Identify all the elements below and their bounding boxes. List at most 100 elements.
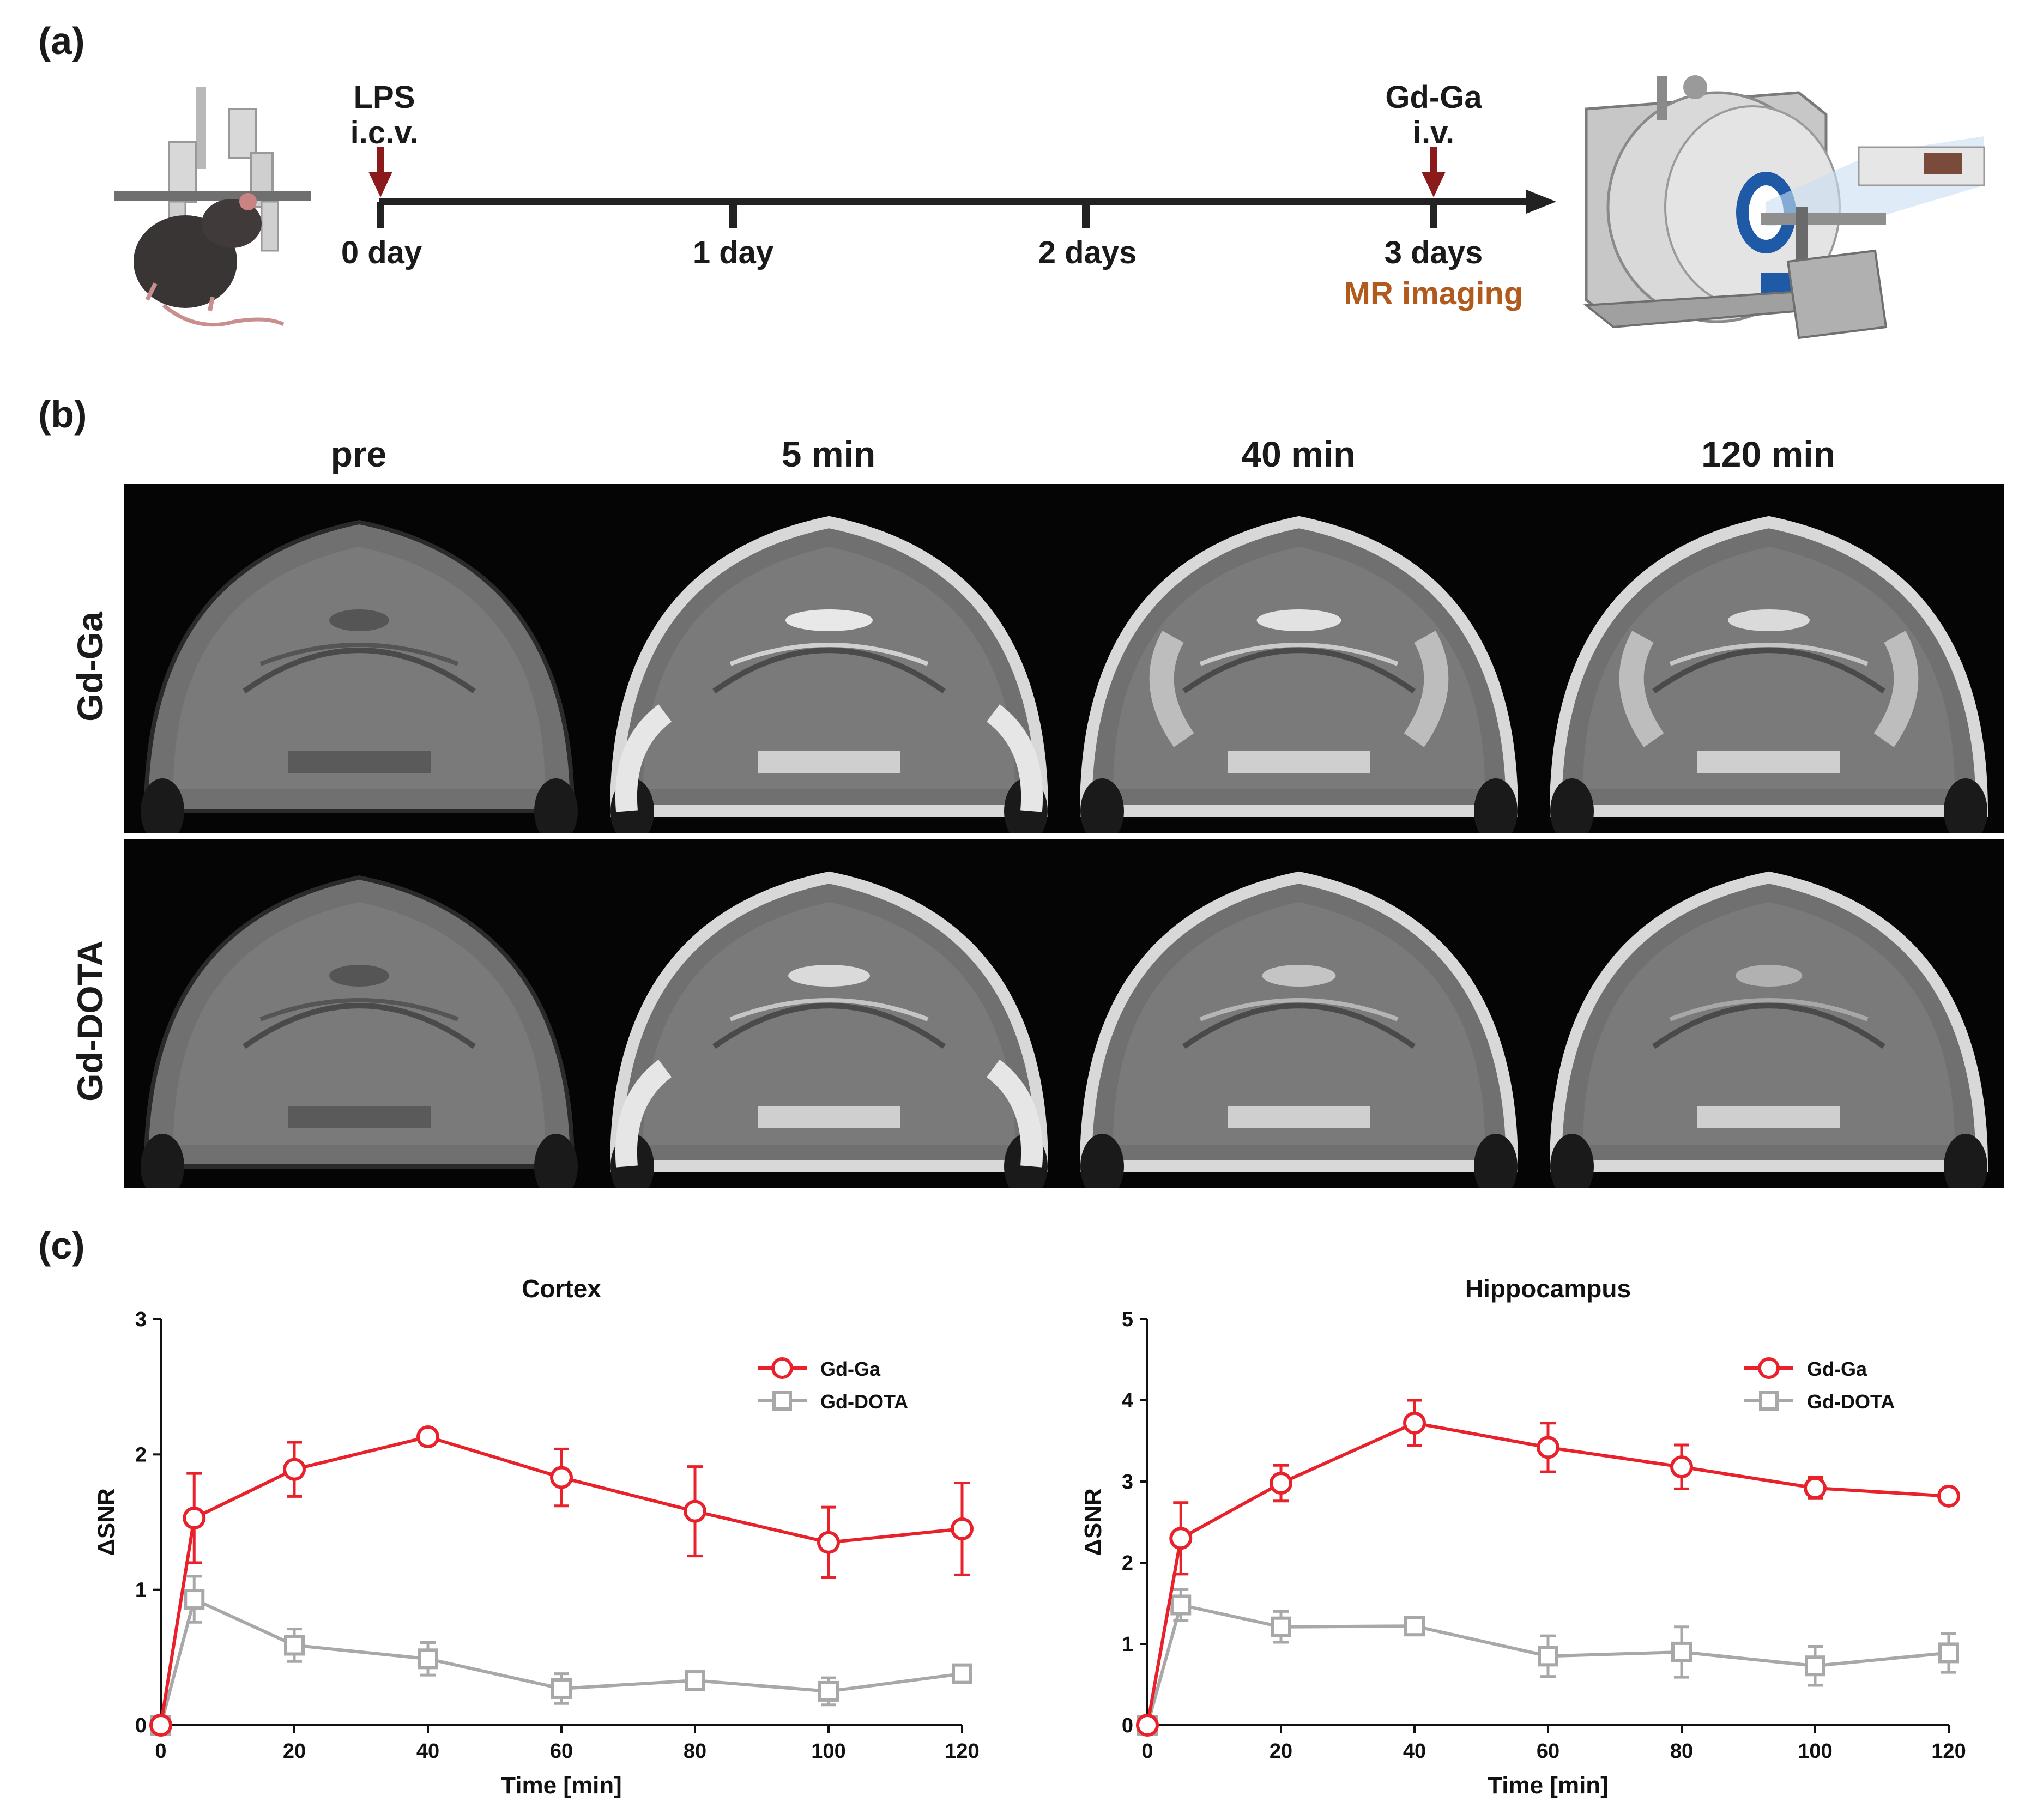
- cortex-y-axis-label: ΔSNR: [93, 1488, 120, 1556]
- cortex-point-gd-dota: [418, 1648, 438, 1670]
- hippocampus-x-tick-label: 40: [1403, 1740, 1426, 1763]
- cortex-point-gd-ga: [684, 1499, 706, 1523]
- cortex-point-gd-dota: [284, 1635, 305, 1656]
- hippocampus-x-axis-label: Time [min]: [1488, 1772, 1609, 1799]
- mouse-stereotaxic-illustration: [114, 87, 311, 327]
- cortex-x-tick-label: 40: [416, 1740, 439, 1763]
- row-header-gddota: Gd-DOTA: [70, 940, 110, 1102]
- cortex-chart: Cortex 0 20 40 60 80 100 120 0 1 2 3 Time [min] ΔSNR G…: [93, 1274, 980, 1799]
- panel-b-label: (b): [38, 393, 87, 436]
- cortex-x-tick-label: 0: [155, 1740, 166, 1763]
- panel-c-label: (c): [38, 1224, 85, 1267]
- hippocampus-y-tick-label: 1: [1122, 1633, 1133, 1656]
- hippocampus-point-gd-dota: [1271, 1616, 1291, 1637]
- mri-slice-gdga-120min: [1534, 484, 2004, 833]
- cortex-point-gd-ga: [183, 1507, 206, 1530]
- column-header-120min: 120 min: [1701, 434, 1835, 474]
- hippocampus-point-gd-dota: [1671, 1641, 1692, 1662]
- cortex-x-tick-label: 80: [684, 1740, 706, 1763]
- hippocampus-y-tick-label: 2: [1122, 1552, 1133, 1575]
- cortex-point-gd-dota: [551, 1678, 572, 1699]
- mri-slice-gddota-40min: [1064, 839, 1534, 1188]
- cortex-x-tick-label: 60: [550, 1740, 573, 1763]
- cortex-point-gd-dota: [818, 1680, 839, 1702]
- event-lps-line2: i.c.v.: [350, 115, 419, 150]
- timeline-arrowhead: [1526, 190, 1556, 214]
- hippocampus-x-tick-label: 0: [1141, 1740, 1153, 1763]
- tick-label-day2: 2 days: [1038, 235, 1137, 270]
- mr-imaging-label: MR imaging: [1344, 276, 1524, 311]
- cortex-point-gd-ga: [817, 1531, 840, 1554]
- cortex-legend-marker-gd-dota: [772, 1391, 792, 1411]
- mri-slice-gddota-5min: [594, 839, 1064, 1188]
- cortex-point-gd-dota: [952, 1663, 972, 1684]
- mri-scanner-illustration: [1583, 75, 1985, 340]
- column-header-pre: pre: [330, 434, 387, 474]
- hippocampus-chart: Hippocampus 0 20 40 60 80 100 120 0 1 2 3 4 5 Time [mi…: [1080, 1274, 1966, 1799]
- cortex-point-gd-dota: [685, 1670, 705, 1691]
- cortex-y-tick-label: 0: [135, 1714, 147, 1737]
- hippocampus-x-tick-label: 60: [1537, 1740, 1559, 1763]
- cortex-line-gd-ga: [159, 1435, 963, 1726]
- tick-label-day0: 0 day: [341, 235, 422, 270]
- event-lps-line1: LPS: [353, 80, 415, 115]
- cortex-legend-marker-gd-ga: [771, 1357, 793, 1379]
- hippocampus-x-tick-label: 20: [1270, 1740, 1292, 1763]
- cortex-point-gd-ga: [149, 1714, 172, 1737]
- cortex-point-gd-ga: [416, 1425, 439, 1449]
- cortex-y-tick-label: 1: [135, 1579, 147, 1602]
- tick-label-day1: 1 day: [692, 235, 774, 270]
- cortex-point-gd-ga: [283, 1458, 306, 1481]
- hippocampus-y-tick-label: 5: [1122, 1308, 1133, 1331]
- hippocampus-point-gd-ga: [1270, 1471, 1292, 1495]
- hippocampus-y-tick-label: 0: [1122, 1714, 1133, 1737]
- event-gdga-line1: Gd-Ga: [1385, 80, 1482, 115]
- lps-injection-arrow: [368, 147, 392, 197]
- cortex-legend-label-gd-ga: Gd-Ga: [820, 1358, 881, 1380]
- hippocampus-legend-label-gd-ga: Gd-Ga: [1807, 1358, 1867, 1380]
- gdga-injection-arrow: [1422, 147, 1446, 197]
- hippocampus-point-gd-ga: [1403, 1411, 1426, 1435]
- hippocampus-point-gd-ga: [1804, 1476, 1827, 1499]
- cortex-x-tick-label: 100: [811, 1740, 845, 1763]
- hippocampus-y-axis-label: ΔSNR: [1080, 1488, 1107, 1556]
- hippocampus-point-gd-ga: [1937, 1484, 1960, 1508]
- cortex-title: Cortex: [522, 1274, 601, 1303]
- cortex-legend-label-gd-dota: Gd-DOTA: [820, 1390, 908, 1413]
- hippocampus-legend-marker-gd-ga: [1758, 1357, 1780, 1379]
- hippocampus-point-gd-ga: [1670, 1455, 1693, 1479]
- cortex-x-tick-label: 20: [283, 1740, 306, 1763]
- hippocampus-legend-label-gd-dota: Gd-DOTA: [1807, 1390, 1895, 1413]
- hippocampus-point-gd-ga: [1136, 1714, 1159, 1737]
- cortex-point-gd-ga: [550, 1466, 573, 1489]
- hippocampus-y-tick-label: 4: [1122, 1389, 1133, 1412]
- hippocampus-point-gd-ga: [1169, 1527, 1193, 1550]
- hippocampus-point-gd-dota: [1404, 1616, 1425, 1637]
- cortex-y-tick-label: 3: [135, 1308, 147, 1331]
- row-header-gdga: Gd-Ga: [70, 612, 110, 722]
- hippocampus-point-gd-dota: [1170, 1594, 1192, 1616]
- mri-slice-gdga-40min: [1064, 484, 1534, 833]
- hippocampus-point-gd-dota: [1538, 1646, 1558, 1667]
- column-header-40min: 40 min: [1241, 434, 1356, 474]
- hippocampus-point-gd-dota: [1938, 1642, 1959, 1664]
- cortex-point-gd-ga: [951, 1517, 974, 1540]
- cortex-x-axis-label: Time [min]: [501, 1772, 622, 1799]
- hippocampus-x-tick-label: 100: [1798, 1740, 1832, 1763]
- mri-slice-gdga-pre: [124, 484, 594, 833]
- cortex-y-tick-label: 2: [135, 1443, 147, 1466]
- hippocampus-point-gd-ga: [1537, 1436, 1559, 1459]
- hippocampus-title: Hippocampus: [1465, 1274, 1631, 1303]
- hippocampus-x-tick-label: 80: [1670, 1740, 1693, 1763]
- mri-slice-gddota-pre: [124, 839, 594, 1188]
- hippocampus-x-tick-label: 120: [1931, 1740, 1966, 1763]
- cortex-line-gd-dota: [159, 1597, 963, 1726]
- column-header-5min: 5 min: [781, 434, 876, 474]
- timeline-axis: [368, 147, 1556, 228]
- cortex-x-tick-label: 120: [945, 1740, 979, 1763]
- mri-slice-gdga-5min: [594, 484, 1064, 833]
- event-gdga-line2: i.v.: [1412, 115, 1455, 150]
- hippocampus-y-tick-label: 3: [1122, 1471, 1133, 1494]
- tick-label-day3: 3 days: [1384, 235, 1483, 270]
- hippocampus-legend-marker-gd-dota: [1759, 1391, 1779, 1411]
